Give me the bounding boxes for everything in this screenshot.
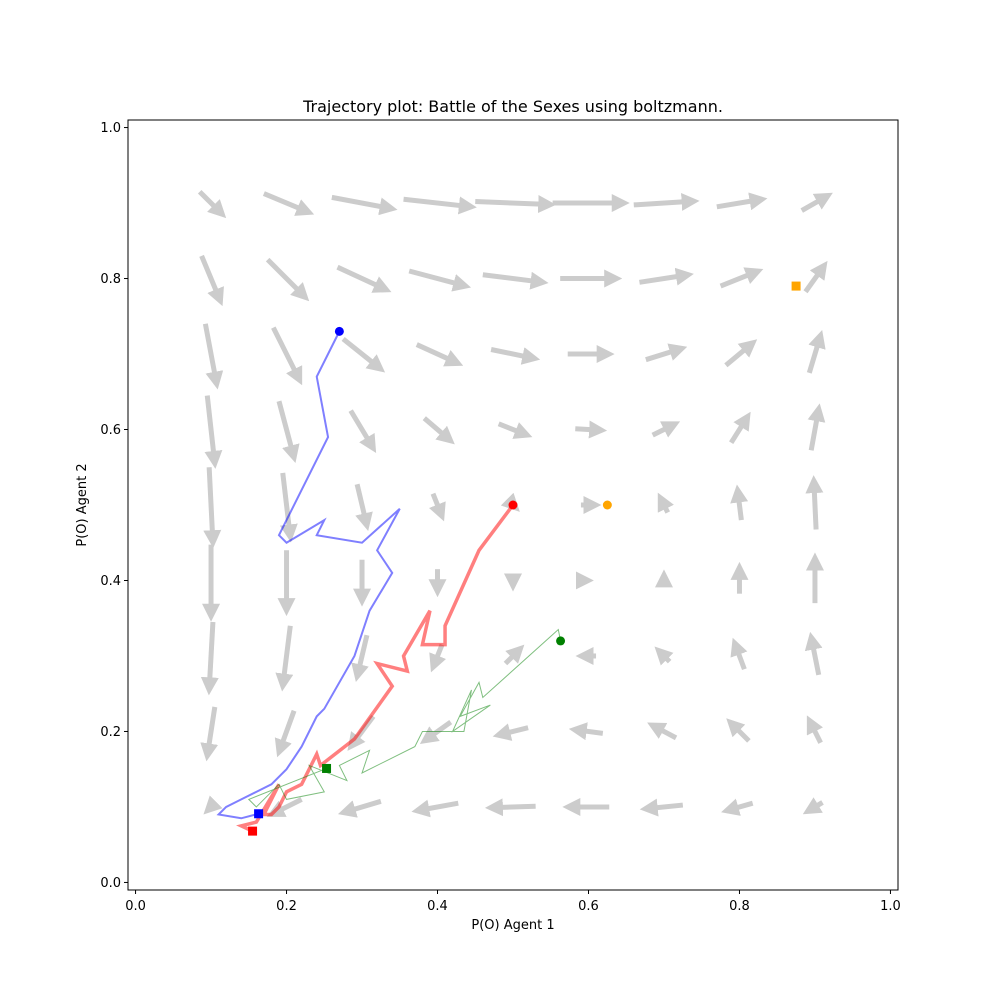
field-arrow-79 bbox=[721, 798, 754, 816]
field-arrow-17 bbox=[803, 260, 828, 294]
field-arrow-43 bbox=[730, 484, 749, 521]
y-tick-label-4: 0.8 bbox=[100, 272, 121, 287]
field-arrow-27 bbox=[204, 395, 223, 469]
field-arrow-29 bbox=[348, 409, 377, 454]
trajectory-markers bbox=[248, 281, 801, 836]
x-tick-label-3: 0.6 bbox=[578, 899, 599, 914]
field-arrow-70 bbox=[726, 718, 751, 743]
field-arrow-61 bbox=[730, 637, 748, 671]
field-arrow-2 bbox=[331, 194, 398, 216]
start-point-0 bbox=[508, 500, 518, 510]
start-point-1 bbox=[556, 636, 566, 646]
x-tick-label-5: 1.0 bbox=[880, 899, 901, 914]
x-axis-label: P(O) Agent 1 bbox=[471, 918, 554, 933]
x-tick-label-1: 0.2 bbox=[276, 899, 297, 914]
field-arrow-39 bbox=[429, 492, 446, 522]
field-arrow-13 bbox=[482, 271, 549, 290]
field-arrow-38 bbox=[354, 483, 373, 532]
field-arrow-65 bbox=[347, 714, 376, 751]
field-arrow-3 bbox=[403, 196, 477, 215]
end-point-2 bbox=[254, 809, 264, 819]
field-arrow-75 bbox=[411, 799, 459, 818]
field-arrow-35 bbox=[807, 403, 826, 451]
field-arrow-19 bbox=[271, 326, 303, 386]
x-tick-label-4: 0.8 bbox=[729, 899, 750, 914]
x-axis-ticks: 0.0 0.2 0.4 0.6 0.8 1.0 bbox=[125, 890, 901, 914]
extra-square-marker-1 bbox=[791, 281, 801, 291]
extra-circle-marker-0 bbox=[602, 500, 612, 510]
field-arrow-68 bbox=[568, 722, 604, 741]
field-arrow-0 bbox=[197, 189, 227, 219]
field-arrow-15 bbox=[639, 267, 694, 286]
field-arrow-34 bbox=[729, 411, 751, 445]
y-tick-label-2: 0.4 bbox=[100, 574, 121, 589]
field-arrow-18 bbox=[202, 323, 224, 390]
field-arrow-16 bbox=[719, 267, 764, 289]
x-tick-label-0: 0.0 bbox=[125, 899, 146, 914]
field-arrow-74 bbox=[337, 798, 382, 818]
field-arrow-25 bbox=[724, 339, 758, 368]
field-arrow-33 bbox=[651, 421, 681, 438]
y-axis-label: P(O) Agent 2 bbox=[75, 463, 90, 546]
field-arrow-63 bbox=[200, 706, 219, 762]
field-arrow-58 bbox=[503, 644, 525, 666]
field-arrow-37 bbox=[279, 472, 298, 543]
trajectory-line-2 bbox=[216, 330, 401, 820]
y-tick-label-1: 0.2 bbox=[100, 725, 121, 740]
field-arrow-80 bbox=[802, 797, 824, 815]
trajectory-series bbox=[216, 330, 562, 833]
field-arrow-7 bbox=[716, 192, 768, 211]
field-arrow-78 bbox=[639, 798, 684, 817]
field-arrow-54 bbox=[200, 621, 219, 696]
field-arrow-62 bbox=[804, 631, 823, 676]
field-arrow-24 bbox=[645, 343, 688, 363]
field-arrow-64 bbox=[274, 709, 297, 758]
trajectory-line-1 bbox=[247, 628, 562, 808]
field-arrow-32 bbox=[575, 420, 608, 439]
field-arrow-21 bbox=[415, 342, 464, 367]
field-arrow-72 bbox=[203, 795, 223, 815]
field-arrow-12 bbox=[408, 268, 472, 292]
field-arrow-69 bbox=[647, 722, 678, 741]
field-arrow-9 bbox=[199, 254, 224, 307]
field-arrow-8 bbox=[800, 192, 833, 213]
y-tick-label-0: 0.0 bbox=[100, 876, 121, 891]
y-tick-label-3: 0.6 bbox=[100, 423, 121, 438]
y-axis-ticks: 0.0 0.2 0.4 0.6 0.8 1.0 bbox=[100, 121, 128, 891]
field-arrow-36 bbox=[203, 467, 222, 549]
end-point-0 bbox=[248, 826, 258, 836]
plot-frame bbox=[127, 119, 899, 891]
x-tick-label-2: 0.4 bbox=[427, 899, 448, 914]
field-arrow-22 bbox=[490, 347, 541, 365]
vector-field bbox=[197, 189, 833, 818]
field-arrow-57 bbox=[429, 643, 447, 673]
field-arrow-76 bbox=[484, 798, 536, 817]
field-arrow-6 bbox=[633, 192, 700, 211]
start-point-2 bbox=[334, 326, 344, 336]
trajectory-line-0 bbox=[236, 503, 515, 833]
field-arrow-11 bbox=[336, 264, 392, 293]
field-arrow-60 bbox=[654, 646, 674, 666]
field-arrow-30 bbox=[422, 416, 455, 445]
field-arrow-10 bbox=[265, 257, 310, 302]
field-arrow-31 bbox=[497, 421, 533, 439]
field-arrow-42 bbox=[657, 492, 674, 514]
field-arrow-55 bbox=[275, 625, 294, 692]
field-arrow-71 bbox=[806, 715, 823, 744]
chart-title: Trajectory plot: Battle of the Sexes usi… bbox=[302, 97, 723, 116]
end-point-1 bbox=[322, 763, 332, 773]
field-arrow-56 bbox=[351, 634, 370, 682]
field-arrow-4 bbox=[475, 195, 557, 214]
field-arrow-1 bbox=[262, 191, 315, 216]
field-arrow-28 bbox=[276, 400, 300, 464]
y-tick-label-5: 1.0 bbox=[100, 121, 121, 136]
field-arrow-73 bbox=[266, 797, 303, 817]
field-arrow-20 bbox=[341, 336, 386, 373]
field-arrow-26 bbox=[806, 329, 826, 374]
field-arrow-44 bbox=[805, 475, 824, 530]
field-arrow-67 bbox=[492, 723, 529, 741]
